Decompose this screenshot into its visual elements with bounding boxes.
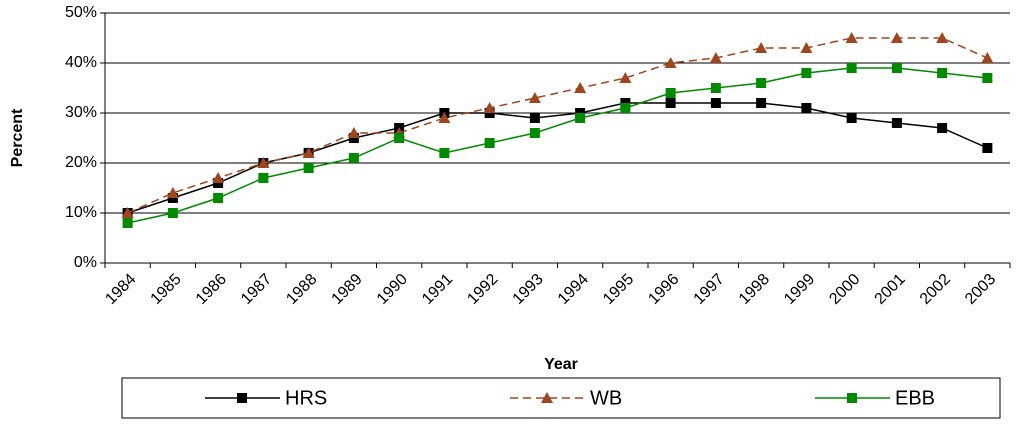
data-point bbox=[575, 113, 586, 123]
data-point bbox=[665, 98, 676, 108]
data-point bbox=[529, 113, 540, 123]
data-point bbox=[982, 143, 993, 153]
data-point bbox=[122, 218, 133, 228]
legend-marker bbox=[237, 393, 247, 403]
data-point bbox=[846, 113, 857, 123]
series-line bbox=[127, 37, 988, 214]
data-point bbox=[936, 32, 949, 43]
data-point bbox=[439, 148, 450, 158]
x-tick-label: 1998 bbox=[736, 271, 773, 308]
x-tick-label: 1986 bbox=[193, 271, 230, 308]
x-tick-label: 1997 bbox=[690, 271, 727, 308]
x-tick-label: 1987 bbox=[238, 271, 275, 308]
data-point bbox=[801, 68, 812, 78]
data-point bbox=[845, 32, 858, 43]
y-tick-label: 40% bbox=[65, 54, 97, 71]
x-tick-label: 1989 bbox=[328, 271, 365, 308]
data-point bbox=[756, 98, 767, 108]
y-tick-label: 50% bbox=[65, 4, 97, 21]
data-point bbox=[619, 72, 632, 83]
legend-label: HRS bbox=[285, 387, 327, 409]
data-point bbox=[257, 157, 270, 168]
data-point bbox=[891, 63, 902, 73]
y-tick-label: 10% bbox=[65, 204, 97, 221]
data-point bbox=[890, 32, 903, 43]
data-point bbox=[982, 73, 993, 83]
data-point bbox=[212, 172, 225, 183]
x-tick-label: 1990 bbox=[374, 271, 411, 308]
x-tick-label: 2000 bbox=[826, 271, 863, 308]
data-point bbox=[484, 138, 495, 148]
data-point bbox=[755, 42, 768, 53]
series-line bbox=[127, 102, 988, 214]
data-point bbox=[937, 68, 948, 78]
data-point bbox=[166, 187, 179, 198]
data-point bbox=[394, 133, 405, 143]
y-tick-label: 30% bbox=[65, 104, 97, 121]
y-axis-label: Percent bbox=[9, 108, 26, 167]
x-tick-label: 1996 bbox=[645, 271, 682, 308]
data-point bbox=[709, 52, 722, 63]
x-tick-label: 2003 bbox=[962, 271, 999, 308]
x-tick-label: 1984 bbox=[102, 271, 139, 308]
data-point bbox=[891, 118, 902, 128]
data-point bbox=[347, 127, 360, 138]
data-point bbox=[213, 193, 224, 203]
data-point bbox=[258, 173, 269, 183]
data-point bbox=[620, 103, 631, 113]
data-point bbox=[574, 82, 587, 93]
data-point bbox=[303, 163, 314, 173]
data-point bbox=[167, 208, 178, 218]
data-point bbox=[302, 147, 315, 158]
x-tick-label: 1991 bbox=[419, 271, 456, 308]
data-point bbox=[483, 102, 496, 113]
data-point bbox=[528, 92, 541, 103]
x-axis-label: Year bbox=[544, 356, 578, 373]
data-point bbox=[710, 98, 721, 108]
y-tick-label: 0% bbox=[74, 254, 97, 271]
x-tick-label: 1985 bbox=[147, 271, 184, 308]
data-point bbox=[438, 112, 451, 123]
x-tick-label: 1988 bbox=[283, 271, 320, 308]
x-tick-label: 1994 bbox=[555, 271, 592, 308]
legend-marker bbox=[847, 393, 857, 403]
data-point bbox=[846, 63, 857, 73]
x-tick-label: 2002 bbox=[917, 271, 954, 308]
legend-label: EBB bbox=[895, 387, 935, 409]
data-point bbox=[801, 103, 812, 113]
x-tick-label: 1993 bbox=[509, 271, 546, 308]
x-tick-label: 1995 bbox=[600, 271, 637, 308]
data-point bbox=[665, 88, 676, 98]
legend-marker bbox=[541, 392, 553, 403]
data-point bbox=[664, 57, 677, 68]
y-tick-label: 20% bbox=[65, 154, 97, 171]
data-point bbox=[348, 153, 359, 163]
series-line bbox=[127, 67, 988, 224]
data-point bbox=[937, 123, 948, 133]
data-point bbox=[800, 42, 813, 53]
data-point bbox=[121, 207, 134, 218]
data-point bbox=[710, 83, 721, 93]
data-point bbox=[981, 52, 994, 63]
legend-label: WB bbox=[590, 387, 622, 409]
data-point bbox=[756, 78, 767, 88]
x-tick-label: 1999 bbox=[781, 271, 818, 308]
data-point bbox=[529, 128, 540, 138]
x-tick-label: 1992 bbox=[464, 271, 501, 308]
x-tick-label: 2001 bbox=[871, 271, 908, 308]
